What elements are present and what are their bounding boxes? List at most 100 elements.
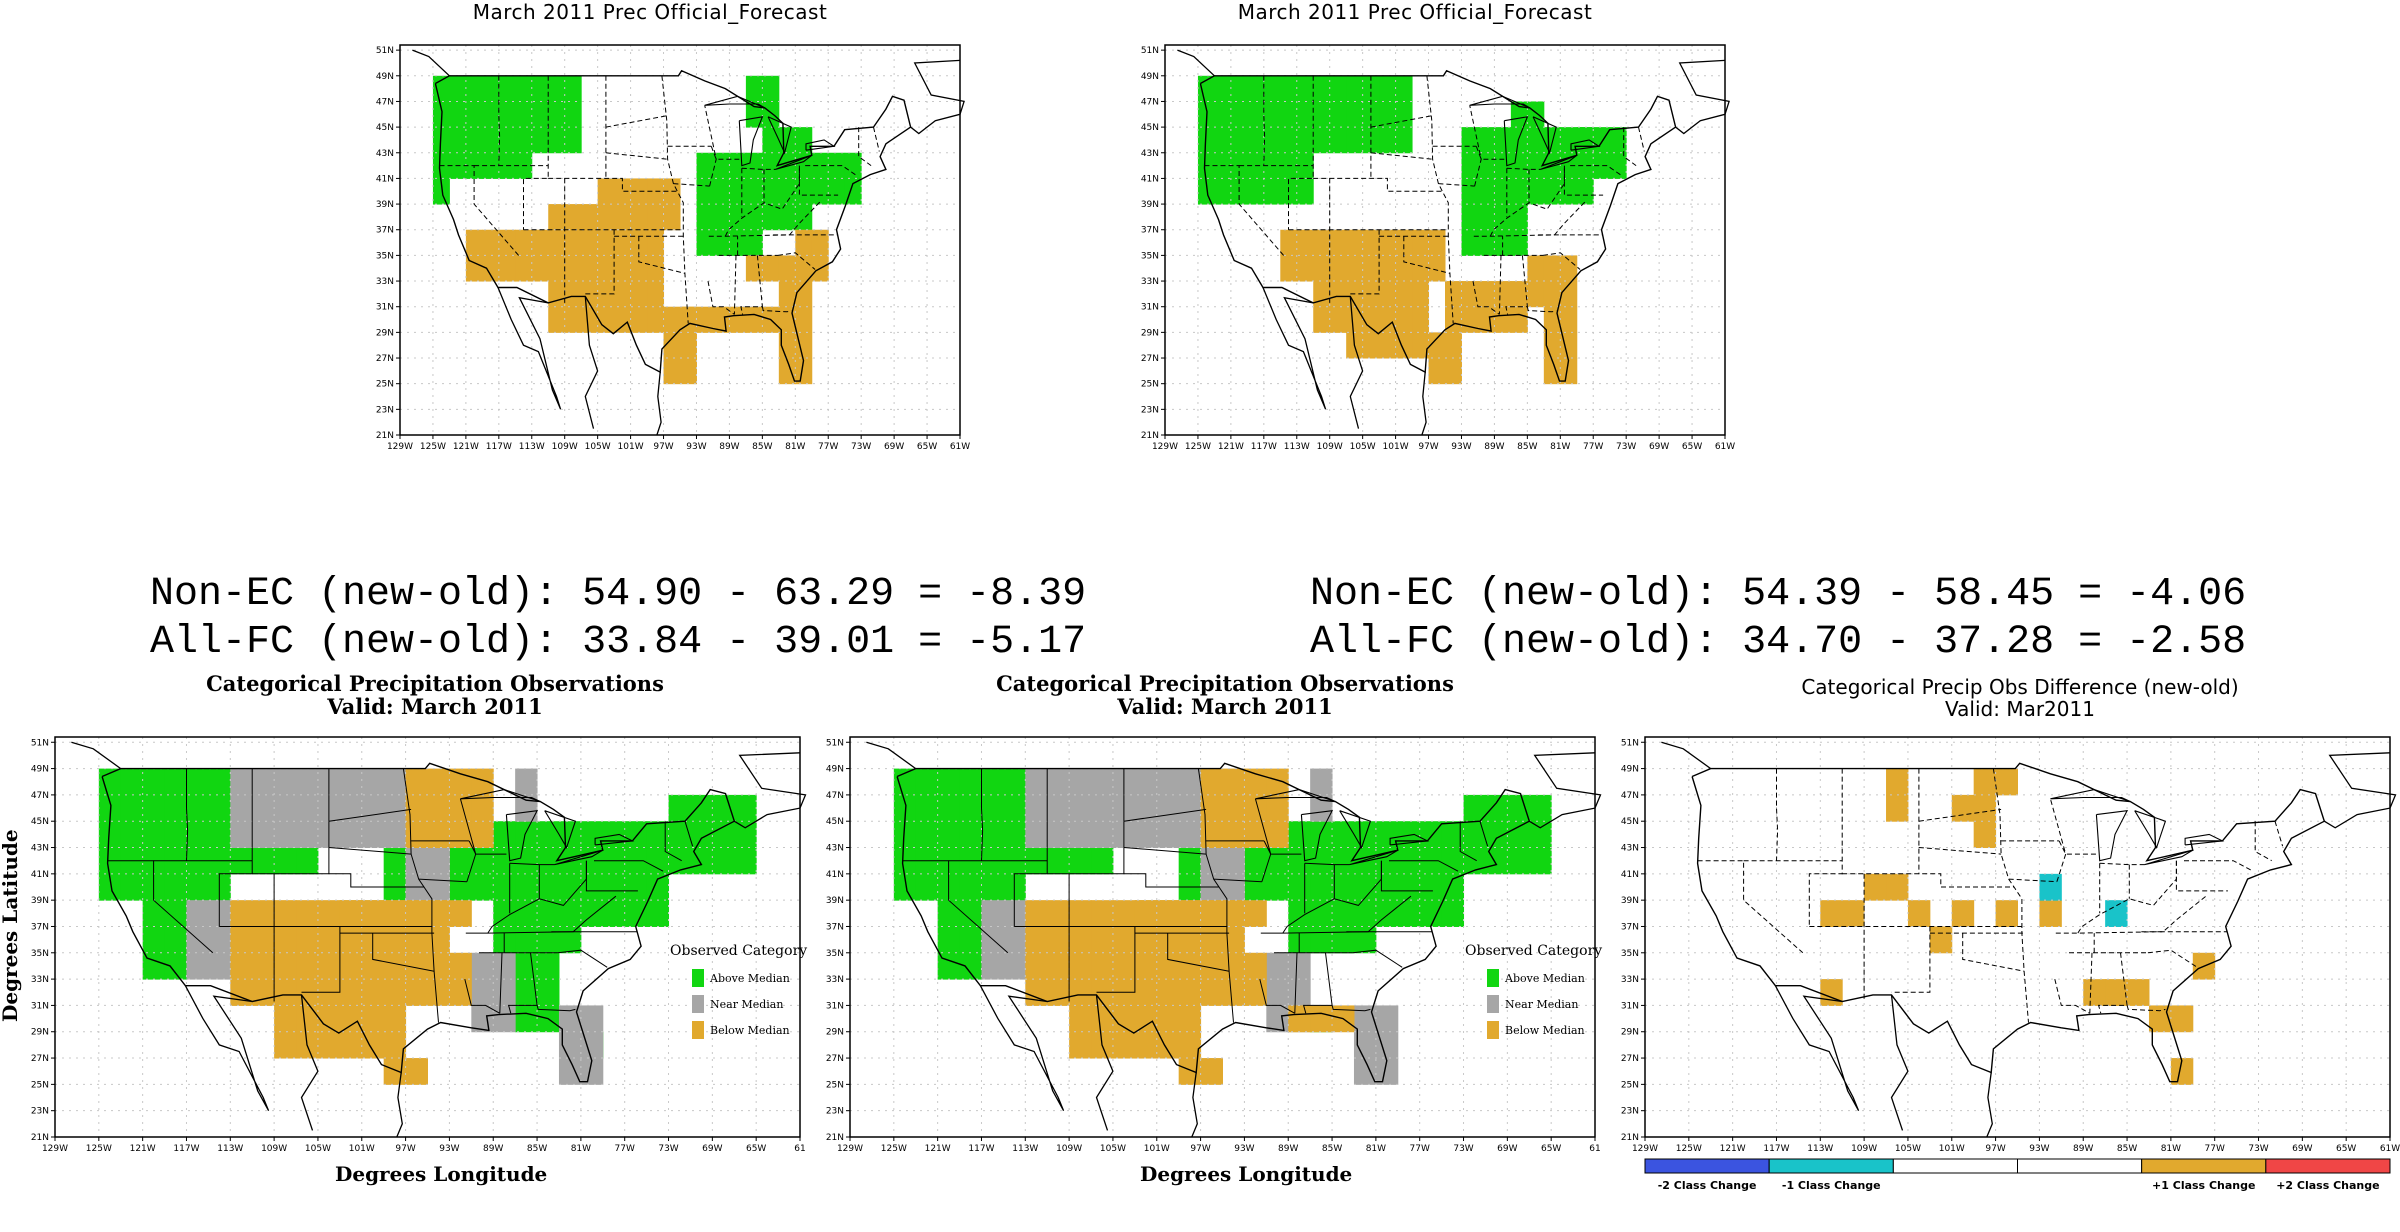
df-state-border — [1808, 768, 1843, 927]
ol-lon-tick-label: 69W — [702, 1144, 722, 1154]
fl-cell — [531, 101, 549, 128]
fr-cell — [1362, 229, 1380, 256]
ol-cell — [515, 873, 538, 901]
ol-lon-tick-label: 77W — [615, 1144, 635, 1154]
score-left-all-fc: All-FC (new-old): 33.84 - 39.01 = -5.17 — [150, 620, 1087, 665]
fr-state-border — [1350, 229, 1380, 295]
ol-lake-outline — [544, 810, 577, 849]
fr-lat-tick-label: 49N — [1141, 72, 1159, 82]
df-lat-tick-label: 45N — [1621, 817, 1639, 827]
ol-cell — [646, 900, 670, 927]
fl-coastline — [584, 296, 599, 429]
ol-lat-tick-label: 47N — [31, 791, 49, 801]
or-cell — [1375, 821, 1399, 849]
diff-colorbar-label: -1 Class Change — [1782, 1179, 1881, 1192]
fl-cell — [449, 101, 467, 128]
ol-cell — [690, 821, 713, 849]
fr-cell — [1230, 75, 1248, 102]
ol-cell — [339, 1031, 363, 1059]
fr-cell — [1461, 127, 1479, 154]
or-cell — [1200, 952, 1223, 980]
df-lon-tick-label: 89W — [2073, 1144, 2093, 1154]
or-cell — [1353, 873, 1377, 901]
or-state-border — [981, 768, 984, 861]
fl-lat-tick-label: 29N — [376, 328, 394, 338]
fr-cell — [1412, 255, 1430, 282]
df-cell — [2039, 873, 2062, 901]
fr-cell — [1461, 281, 1479, 308]
or-state-border — [1013, 768, 1048, 927]
ol-state-border — [301, 926, 341, 993]
or-cell — [1288, 821, 1311, 849]
fl-content: 21N 23N 25N 27N 29N 31N 33N 35N 37N 39N 41N 43N 45N 4… — [376, 44, 970, 450]
ol-state-border — [551, 895, 617, 933]
fr-cell — [1346, 306, 1364, 333]
or-cell — [981, 873, 1004, 901]
df-cell — [2105, 979, 2128, 1006]
ol-lat-tick-label: 31N — [31, 1001, 49, 1011]
or-lat-tick-label: 37N — [826, 922, 844, 932]
or-cell — [1222, 847, 1245, 875]
fl-cell — [745, 255, 763, 282]
or-cell — [1112, 1031, 1136, 1059]
fr-lat-tick-label: 47N — [1141, 97, 1159, 107]
df-cell — [2170, 1005, 2194, 1033]
fr-cell — [1296, 178, 1314, 205]
or-cell — [1266, 821, 1289, 849]
fl-cell — [745, 229, 763, 256]
fl-cell — [762, 178, 780, 205]
fr-lon-tick-label: 69W — [1649, 442, 1669, 450]
ol-state-border — [557, 949, 608, 968]
fl-cell — [482, 75, 500, 102]
or-cell — [915, 768, 939, 796]
fl-lake-outline — [805, 139, 836, 151]
or-content: 21N 23N 25N 27N 29N 31N 33N 35N 37N 39N 41N 43N 45N 4… — [826, 736, 1602, 1154]
df-cell — [2170, 1058, 2194, 1085]
fl-cell — [614, 178, 632, 205]
df-cell — [1886, 768, 1909, 796]
df-lon-tick-label: 101W — [1939, 1144, 1965, 1154]
fl-lat-tick-label: 27N — [376, 354, 394, 364]
fr-cell — [1214, 178, 1232, 205]
df-lat-tick-label: 49N — [1621, 765, 1639, 775]
or-coastline — [1191, 1072, 1198, 1138]
ol-cell — [164, 821, 187, 849]
diff-colorbar-segment — [2141, 1158, 2267, 1174]
or-cell — [1156, 952, 1180, 980]
diff-colorbar-segment — [1892, 1158, 2019, 1174]
fl-cell — [696, 178, 714, 205]
fl-cell — [762, 152, 780, 179]
ol-lat-tick-label: 45N — [31, 817, 49, 827]
ol-cell — [252, 821, 275, 849]
ol-cell — [252, 794, 275, 822]
fr-lon-tick-label: 89W — [1484, 442, 1504, 450]
fl-cell — [647, 281, 665, 308]
or-cell — [1419, 900, 1443, 927]
ol-cell — [361, 768, 385, 796]
or-cell — [1375, 1031, 1399, 1059]
df-cell — [1864, 873, 1887, 901]
fl-cell — [696, 204, 714, 231]
or-cell — [937, 821, 961, 849]
fr-cell — [1379, 229, 1397, 256]
ol-lon-tick-label: 89W — [483, 1144, 503, 1154]
df-coastline — [1661, 741, 1712, 770]
fl-coastline — [412, 49, 450, 77]
or-cell — [1244, 873, 1267, 901]
forecast-right-map: 21N 23N 25N 27N 29N 31N 33N 35N 37N 39N 41N 43N 45N 4… — [1141, 44, 1735, 450]
fr-lon-tick-label: 101W — [1383, 442, 1409, 450]
fl-state-border — [523, 75, 549, 230]
ol-cell — [186, 821, 209, 849]
fr-cell — [1510, 204, 1528, 231]
fr-lat-tick-label: 35N — [1141, 251, 1159, 261]
or-lon-tick-label: 121W — [925, 1144, 951, 1154]
ol-cell — [493, 1005, 516, 1033]
or-cell — [1266, 873, 1289, 901]
fr-cell — [1214, 75, 1232, 102]
or-cell — [1463, 847, 1486, 875]
or-cell — [1222, 821, 1245, 849]
ol-cell — [558, 1005, 582, 1033]
ol-cell — [580, 1005, 604, 1033]
or-cell — [1112, 1005, 1136, 1033]
or-coastline — [1528, 752, 1602, 829]
